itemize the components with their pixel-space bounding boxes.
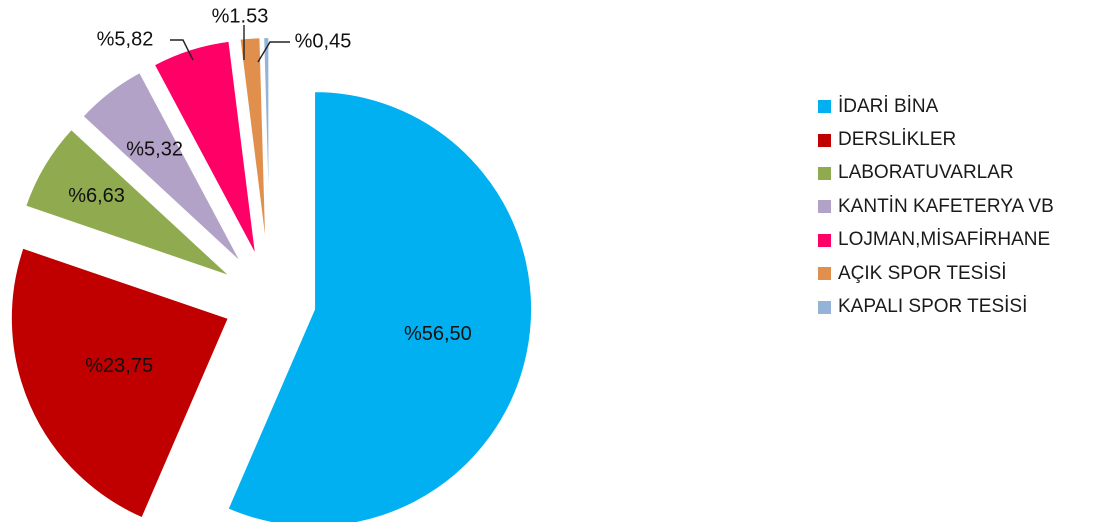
leader-line-7 bbox=[257, 41, 290, 63]
legend-item-5: LOJMAN,MİSAFİRHANE bbox=[818, 224, 1054, 257]
legend-label: AÇIK SPOR TESİSİ bbox=[838, 262, 1007, 284]
pie-slice-3 bbox=[23, 127, 233, 278]
pie-slice-6 bbox=[238, 36, 268, 256]
legend-label: KANTİN KAFETERYA VB bbox=[838, 195, 1054, 217]
legend-swatch bbox=[818, 200, 831, 214]
legend-item-1: İDARİ BİNA bbox=[818, 90, 1054, 123]
legend-swatch bbox=[818, 100, 831, 114]
slice-label-6: %1.53 bbox=[212, 5, 269, 27]
legend-label: DERSLİKLER bbox=[838, 129, 957, 151]
legend-label: LOJMAN,MİSAFİRHANE bbox=[838, 229, 1051, 251]
slice-label-1: %56,50 bbox=[404, 323, 472, 345]
slice-label-5: %5,82 bbox=[97, 28, 154, 50]
pie-slice-2 bbox=[9, 246, 231, 520]
chart-legend: İDARİ BİNA DERSLİKLER LABORATUVARLAR KANTİN… bbox=[818, 90, 1054, 324]
legend-label: LABORATUVARLAR bbox=[838, 162, 1014, 184]
legend-item-7: KAPALI SPOR TESİSİ bbox=[818, 290, 1054, 323]
slice-label-3: %6,63 bbox=[68, 185, 125, 207]
legend-item-4: KANTİN KAFETERYA VB bbox=[818, 190, 1054, 223]
legend-swatch bbox=[818, 267, 831, 281]
legend-swatch bbox=[818, 133, 831, 147]
legend-item-6: AÇIK SPOR TESİSİ bbox=[818, 257, 1054, 290]
legend-item-3: LABORATUVARLAR bbox=[818, 157, 1054, 190]
pie-slice-5 bbox=[152, 39, 258, 258]
slice-label-4: %5,32 bbox=[126, 139, 183, 161]
slice-label-7: %0,45 bbox=[295, 30, 352, 52]
legend-label: İDARİ BİNA bbox=[838, 95, 939, 117]
pie-slice-1 bbox=[226, 90, 534, 522]
legend-item-2: DERSLİKLER bbox=[818, 123, 1054, 156]
legend-swatch bbox=[818, 300, 831, 314]
pie-slice-7 bbox=[262, 36, 271, 256]
pie-slice-4 bbox=[81, 70, 244, 266]
leader-line-5 bbox=[170, 39, 194, 61]
legend-swatch bbox=[818, 166, 831, 180]
legend-label: KAPALI SPOR TESİSİ bbox=[838, 296, 1028, 318]
legend-swatch bbox=[818, 233, 831, 247]
slice-label-2: %23,75 bbox=[85, 355, 153, 377]
